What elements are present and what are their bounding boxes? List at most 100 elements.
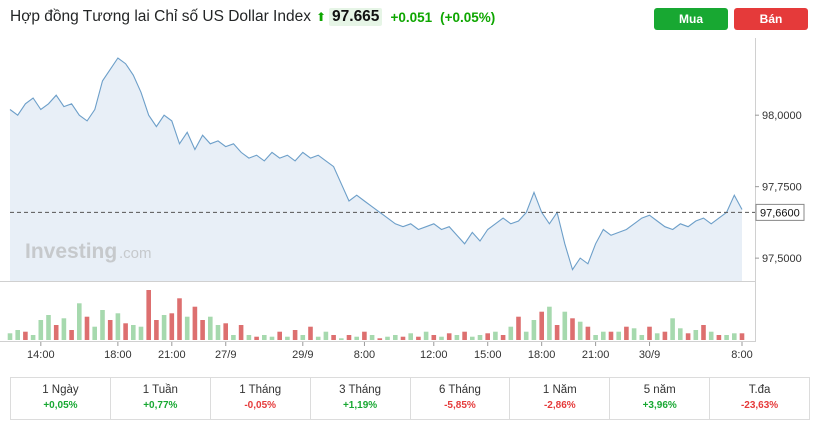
period-cell[interactable]: 5 năm +3,96% — [610, 378, 711, 419]
volume-bar — [400, 336, 406, 340]
volume-bar — [369, 335, 375, 340]
volume-bar — [92, 326, 97, 340]
volume-bar — [7, 333, 13, 340]
period-cell[interactable]: T.đa -23,63% — [710, 378, 809, 419]
quote-header: Hợp đồng Tương lai Chỉ số US Dollar Inde… — [10, 6, 495, 28]
volume-bar — [23, 331, 28, 340]
price-chart[interactable]: 98,0000 97,7500 97,5000 97,6600 14:00 18:00 21… — [0, 0, 825, 370]
x-tick-label: 15:00 — [474, 349, 502, 361]
volume-bar — [323, 331, 329, 340]
volume-bar — [454, 335, 460, 340]
volume-bar — [693, 330, 699, 340]
volume-bar — [654, 333, 660, 340]
volume-bar — [431, 335, 437, 340]
volume-bar — [516, 316, 521, 340]
buy-button[interactable]: Mua — [654, 8, 728, 30]
volume-bar — [46, 315, 51, 340]
period-change: +3,96% — [642, 400, 677, 411]
y-tick-label: 97,5000 — [762, 253, 802, 265]
price-area-layer — [9, 57, 755, 281]
period-change: +0,05% — [43, 400, 78, 411]
volume-bar — [739, 333, 745, 340]
volume-bar — [238, 325, 244, 340]
x-tick-label: 27/9 — [215, 349, 236, 361]
period-cell[interactable]: 1 Tháng -0,05% — [211, 378, 311, 419]
volume-bar — [154, 320, 159, 340]
volume-bar — [523, 331, 529, 340]
volume-bar — [30, 335, 36, 340]
period-label: 1 Tháng — [239, 384, 282, 396]
volume-bar — [115, 313, 121, 340]
volume-bar — [416, 336, 421, 340]
current-price-label: 97,6600 — [760, 207, 800, 219]
volume-bar — [277, 331, 282, 340]
volume-bar — [593, 335, 598, 340]
watermark-suffix: .com — [119, 245, 152, 262]
volume-bar — [608, 331, 614, 340]
period-cell[interactable]: 6 Tháng -5,85% — [411, 378, 511, 419]
volume-bar — [446, 333, 452, 340]
volume-bar — [231, 335, 236, 340]
volume-bar — [685, 333, 691, 340]
period-label: 1 Tuần — [142, 384, 178, 396]
period-change: -23,63% — [740, 400, 779, 411]
volume-bar — [331, 335, 336, 340]
period-change: -0,05% — [244, 400, 277, 411]
volume-bar — [539, 311, 544, 340]
volume-bar — [285, 336, 290, 340]
price-change: +0.051 — [390, 9, 433, 25]
x-tick-label: 29/9 — [292, 349, 313, 361]
volume-bar — [493, 331, 498, 340]
y-tick-label: 98,0000 — [762, 110, 802, 122]
period-cell[interactable]: 1 Ngày +0,05% — [11, 378, 111, 419]
watermark: Investing .com — [25, 240, 152, 263]
volume-bar — [61, 318, 67, 340]
volume-bar — [339, 338, 344, 340]
volume-bar — [470, 336, 475, 340]
y-tick-label: 97,7500 — [762, 182, 802, 194]
volume-bar — [601, 331, 606, 340]
volume-bar — [84, 316, 90, 340]
volume-bar — [485, 333, 490, 340]
volume-bar — [192, 306, 198, 340]
volume-bar — [639, 335, 645, 340]
volume-bar — [423, 331, 429, 340]
volume-bar — [208, 316, 213, 340]
x-tick-label: 21:00 — [158, 349, 186, 361]
volume-bar — [678, 328, 683, 340]
volume-bar — [554, 325, 560, 340]
volume-bar — [131, 325, 136, 340]
volume-bar — [77, 303, 82, 340]
volume-bar — [531, 320, 537, 340]
price-area — [10, 58, 742, 281]
period-cell[interactable]: 1 Tuần +0,77% — [111, 378, 211, 419]
volume-bar — [708, 331, 714, 340]
x-tick-label: 18:00 — [528, 349, 556, 361]
sell-button[interactable]: Bán — [734, 8, 808, 30]
period-change: +1,19% — [342, 400, 378, 411]
volume-bar — [462, 331, 467, 340]
watermark-brand: Investing — [25, 240, 117, 263]
x-tick-label: 14:00 — [27, 349, 55, 361]
x-tick-label: 21:00 — [582, 349, 610, 361]
volume-bar — [246, 335, 252, 340]
x-tick-label: 12:00 — [420, 349, 448, 361]
period-label: 6 Tháng — [438, 384, 481, 396]
volume-bar — [570, 318, 575, 340]
volume-bar — [300, 335, 306, 340]
volume-bar — [123, 323, 128, 340]
period-label: T.đa — [748, 384, 771, 396]
period-change: -5,85% — [444, 400, 476, 411]
volume-bar — [138, 326, 144, 340]
volume-bar — [146, 290, 151, 340]
volume-bar — [53, 325, 59, 340]
period-label: 3 Tháng — [339, 384, 382, 396]
volume-bar — [670, 318, 675, 340]
x-tick-label: 8:00 — [731, 349, 752, 361]
volume-bar — [577, 321, 583, 340]
period-cell[interactable]: 1 Năm -2,86% — [510, 378, 611, 419]
volume-bar — [624, 326, 629, 340]
period-cell[interactable]: 3 Tháng +1,19% — [311, 378, 411, 419]
current-price-box — [755, 203, 805, 221]
volume-bar — [15, 330, 20, 340]
